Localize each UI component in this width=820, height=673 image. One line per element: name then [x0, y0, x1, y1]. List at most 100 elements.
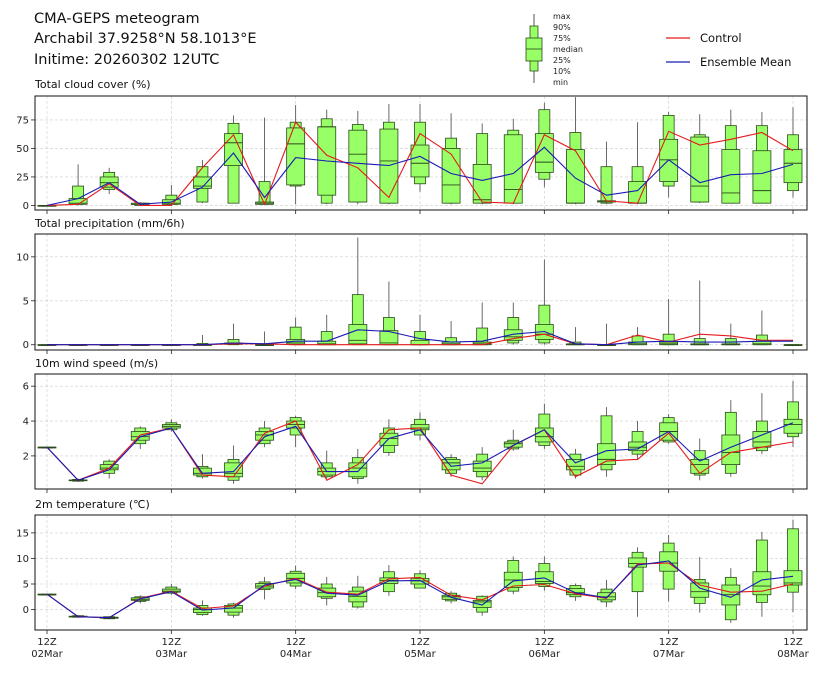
box-10-90 — [538, 304, 551, 344]
box-25-75 — [628, 557, 647, 568]
box-21 — [690, 438, 710, 481]
box-8 — [286, 105, 306, 205]
axes-frame — [34, 95, 808, 211]
box-11 — [379, 281, 399, 346]
panel-precip: Total precipitation (mm/6h) 0 5 10 — [16, 217, 808, 354]
x-tick-hour: 12Z — [535, 637, 555, 648]
axes-frame — [34, 373, 808, 490]
x-tick-hour: 12Z — [162, 637, 182, 648]
box-10 — [348, 237, 368, 346]
panel-cloud: Total cloud cover (%) 0 25 50 75 — [16, 78, 808, 214]
box-25-75 — [752, 431, 772, 448]
axes-frame — [34, 514, 808, 631]
box-22 — [721, 109, 741, 204]
legend-box-glyph — [525, 14, 543, 83]
x-tick-hour: 12Z — [286, 637, 306, 648]
x-tick-date: 03Mar — [156, 649, 188, 660]
box-23 — [752, 531, 772, 617]
box-14 — [472, 447, 492, 481]
box-9 — [317, 576, 337, 606]
box-13 — [441, 113, 461, 205]
box-24 — [783, 380, 803, 448]
box-25-75 — [410, 339, 430, 346]
box-10-90 — [756, 539, 768, 603]
legend-mean-label: Ensemble Mean — [700, 55, 791, 69]
box-3 — [130, 426, 150, 449]
ensemble-mean-line — [46, 146, 794, 206]
box-25-75 — [193, 176, 212, 189]
x-tick-date: 08Mar — [777, 649, 809, 660]
y-tick-label: 10 — [16, 554, 29, 565]
x-tick-hour: 12Z — [410, 637, 430, 648]
box-20 — [659, 299, 679, 346]
box-25-75 — [566, 588, 585, 596]
box-2 — [99, 459, 119, 479]
x-tick-hour: 12Z — [783, 637, 803, 648]
box-20 — [659, 111, 679, 198]
box-25-75 — [721, 434, 741, 466]
box-21 — [690, 280, 710, 346]
x-tick-date: 07Mar — [653, 649, 685, 660]
y-tick-label: 5 — [23, 296, 29, 307]
y-tick-label: 5 — [23, 580, 29, 591]
panel-title: 10m wind speed (m/s) — [35, 357, 158, 370]
box-20 — [659, 534, 679, 602]
box-25-75 — [348, 324, 368, 345]
y-tick-label: 10 — [16, 252, 29, 263]
box-25-75 — [503, 441, 523, 448]
box-12 — [410, 103, 430, 192]
box-25-75 — [472, 163, 492, 204]
box-25-75 — [752, 571, 772, 596]
box-10-90 — [787, 528, 799, 593]
legend-control-label: Control — [700, 31, 742, 45]
box-9 — [317, 109, 337, 205]
box-2 — [99, 167, 119, 195]
box-25-75 — [534, 133, 554, 173]
legend-label-5: 10% — [553, 67, 571, 76]
box-10-90 — [631, 551, 644, 593]
x-tick-date: 04Mar — [280, 649, 312, 660]
box-15 — [503, 118, 523, 205]
ensemble-mean-line — [46, 560, 794, 619]
box-21 — [690, 114, 710, 204]
x-tick-hour: 12Z — [659, 637, 679, 648]
box-25-75 — [472, 460, 492, 472]
box-25-75 — [503, 134, 523, 204]
ensemble-mean-line — [46, 422, 794, 481]
box-17 — [566, 97, 585, 205]
legend-label-4: 25% — [553, 56, 571, 65]
box-25-75 — [690, 136, 710, 203]
y-tick-label: 0 — [23, 340, 29, 351]
box-25-75 — [193, 467, 212, 476]
box-22 — [721, 568, 741, 623]
control-line — [46, 121, 794, 206]
y-tick-label: 15 — [16, 528, 29, 539]
box-25-75 — [441, 148, 461, 204]
x-tick-hour: 12Z — [37, 637, 57, 648]
box-12 — [410, 570, 430, 589]
x-tick-date: 05Mar — [404, 649, 436, 660]
box-7 — [255, 576, 274, 600]
y-tick-label: 25 — [16, 172, 29, 183]
box-7 — [255, 331, 274, 346]
box-25-75 — [566, 149, 585, 204]
box-1 — [68, 164, 88, 206]
box-23 — [752, 393, 772, 455]
box-25-75 — [348, 129, 368, 203]
panel-temp: 2m temperature (℃)05101512Z02Mar12Z03Mar… — [16, 498, 809, 660]
box-8 — [286, 317, 306, 346]
location-label: Archabil 37.9258°N 58.1013°E — [34, 31, 257, 47]
box-15 — [503, 429, 523, 451]
box-9 — [317, 450, 337, 479]
box-10 — [348, 448, 368, 484]
legend-label-2: 75% — [553, 34, 571, 43]
box-19 — [628, 547, 647, 617]
box-10-90 — [600, 166, 613, 204]
box-25-75 — [503, 329, 523, 341]
box-25-75 — [441, 458, 461, 471]
box-25-75 — [255, 431, 274, 441]
box-14 — [472, 302, 492, 346]
box-25-75 — [783, 418, 803, 434]
